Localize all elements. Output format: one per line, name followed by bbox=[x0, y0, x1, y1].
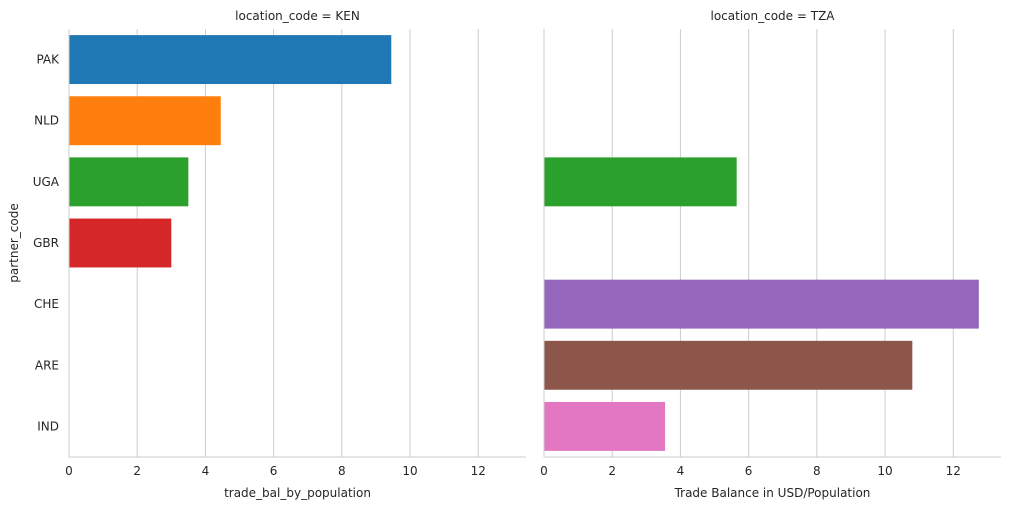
x-tick-label: 2 bbox=[608, 464, 616, 478]
x-tick-label: 0 bbox=[65, 464, 73, 478]
bar-1-che bbox=[544, 279, 979, 329]
bar-1-are bbox=[544, 340, 913, 390]
panel-title: location_code = KEN bbox=[235, 9, 360, 23]
panel-title: location_code = TZA bbox=[711, 9, 836, 23]
y-tick-label: ARE bbox=[35, 358, 59, 372]
x-tick-label: 8 bbox=[338, 464, 346, 478]
x-tick-label: 8 bbox=[813, 464, 821, 478]
x-tick-label: 0 bbox=[540, 464, 548, 478]
x-axis-label: Trade Balance in USD/Population bbox=[674, 486, 871, 500]
bar-0-gbr bbox=[69, 218, 172, 268]
x-tick-label: 6 bbox=[270, 464, 278, 478]
x-axis-label: trade_bal_by_population bbox=[224, 486, 371, 500]
x-tick-label: 10 bbox=[402, 464, 417, 478]
x-tick-label: 12 bbox=[471, 464, 486, 478]
x-tick-label: 4 bbox=[677, 464, 685, 478]
y-tick-label: PAK bbox=[36, 53, 60, 67]
bar-1-uga bbox=[544, 157, 737, 207]
y-tick-label: GBR bbox=[33, 236, 59, 250]
y-tick-label: CHE bbox=[34, 297, 59, 311]
y-tick-label: NLD bbox=[34, 114, 59, 128]
y-tick-label: UGA bbox=[33, 175, 60, 189]
x-tick-label: 2 bbox=[133, 464, 141, 478]
x-tick-label: 10 bbox=[877, 464, 892, 478]
bar-0-nld bbox=[69, 96, 221, 146]
x-tick-label: 4 bbox=[202, 464, 210, 478]
y-axis-label: partner_code bbox=[7, 203, 21, 282]
x-tick-label: 12 bbox=[946, 464, 961, 478]
y-tick-label: IND bbox=[37, 419, 59, 433]
bar-0-pak bbox=[69, 35, 392, 85]
bar-0-uga bbox=[69, 157, 189, 207]
bar-1-ind bbox=[544, 401, 666, 451]
x-tick-label: 6 bbox=[745, 464, 753, 478]
